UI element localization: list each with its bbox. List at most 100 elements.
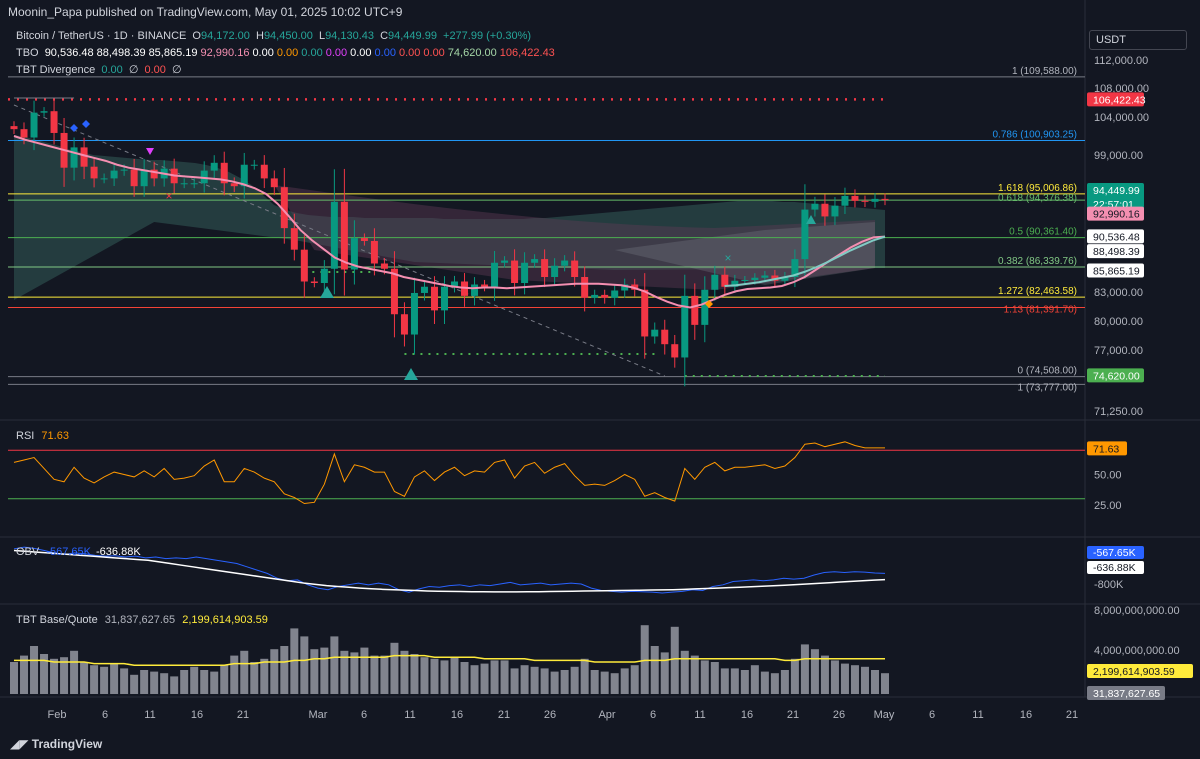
candle-body (310, 281, 318, 283)
tbt-div-label[interactable]: TBT Divergence (16, 64, 96, 76)
price-tick-label: 112,000.00 (1094, 55, 1148, 67)
price-badge (1087, 368, 1144, 383)
volume-bar (620, 668, 629, 694)
open-label: O (192, 30, 201, 42)
candle-body (380, 263, 388, 269)
volume-bar (270, 649, 279, 694)
candle-body (511, 260, 519, 283)
obv-label[interactable]: OBV (16, 546, 40, 558)
price-badge-text: 85,865.19 (1093, 266, 1140, 278)
volume-bar (770, 673, 779, 694)
high-value: 94,450.00 (263, 30, 313, 42)
rsi-label[interactable]: RSI (16, 430, 35, 442)
x-tick-label: 21 (237, 709, 249, 721)
tbt-bq-label[interactable]: TBT Base/Quote (16, 614, 98, 626)
volume-bar (450, 657, 459, 694)
candle-body (681, 295, 689, 358)
volume-bar (710, 662, 719, 694)
fib-label: 0.786 (100,903.25) (992, 130, 1077, 141)
rsi-pane-label: RSI 71.63 (16, 430, 69, 442)
price-tick-label: 99,000.00 (1094, 150, 1143, 162)
tbt-div-value-3: 0.00 (144, 64, 166, 76)
candle-body (561, 260, 569, 266)
volume-bar (680, 650, 689, 694)
volume-bar (60, 657, 69, 694)
high-label: H (255, 30, 264, 42)
candle-body (781, 277, 789, 281)
tbo-indicator-line: TBO 90,536.48 88,498.39 85,865.19 92,990.16… (16, 47, 558, 59)
diamond-marker-icon (82, 120, 90, 128)
candle-body (541, 259, 549, 277)
x-tick-label: 26 (544, 709, 556, 721)
volume-bar (310, 649, 319, 694)
buy-signal-icon (806, 215, 816, 224)
volume-bar (180, 670, 189, 694)
x-tick-label: 6 (102, 709, 108, 721)
x-tick-label: 11 (972, 709, 983, 721)
price-badge (1087, 183, 1144, 211)
volume-bar (420, 657, 429, 694)
candle-body (641, 289, 649, 337)
fib-label: 0.382 (86,339.76) (998, 256, 1077, 267)
publish-header: Moonin_Papa published on TradingView.com… (8, 5, 403, 19)
candle-body (340, 201, 348, 270)
tbo-value-5: 0.00 (252, 47, 274, 59)
candle-body (691, 295, 699, 325)
candle-body (711, 274, 719, 290)
volume-bar (720, 668, 729, 694)
obv-badge-1 (1087, 546, 1144, 559)
rsi-tick-label: 25.00 (1094, 500, 1122, 512)
volume-bar (80, 662, 89, 694)
candle-body (881, 198, 889, 200)
x-tick-label: Mar (309, 709, 328, 721)
candle-body (240, 164, 248, 187)
symbol-name[interactable]: Bitcoin / TetherUS · 1D · BINANCE (16, 30, 187, 42)
x-tick-label: Apr (598, 709, 615, 721)
tbo-value-11: 0.00 (398, 47, 421, 59)
ma-line-teal (724, 235, 886, 287)
candle-body (581, 277, 589, 298)
volume-bar (600, 671, 609, 694)
tradingview-logo[interactable]: ◢◤ TradingView (10, 737, 102, 751)
candle-body (701, 289, 709, 325)
rsi-value: 71.63 (41, 430, 69, 442)
volume-bar (320, 647, 329, 694)
tbo-label[interactable]: TBO (16, 47, 39, 59)
candle-body (230, 183, 238, 187)
candle-body (190, 183, 198, 185)
x-tick-label: 21 (787, 709, 799, 721)
volume-bar (350, 652, 359, 694)
close-label: C (380, 30, 389, 42)
candle-body (120, 169, 128, 171)
volume-bar (660, 652, 669, 694)
sell-signal-icon (146, 148, 154, 155)
volume-bar (240, 650, 249, 694)
x-tick-label: 16 (1020, 709, 1032, 721)
candle-body (501, 260, 509, 263)
candle-body (591, 294, 599, 298)
volume-bar (340, 650, 349, 694)
candle-body (70, 147, 78, 168)
candle-body (370, 240, 378, 264)
candle-body (841, 195, 849, 206)
x-tick-label: Feb (48, 709, 67, 721)
candle-body (420, 286, 428, 293)
volume-bar (300, 636, 309, 694)
cloud-band-teal (14, 135, 885, 300)
volume-bar (640, 625, 649, 694)
x-tick-label: 11 (144, 709, 155, 721)
candle-body (330, 201, 338, 269)
volume-bar (670, 626, 679, 694)
volume-ma-line (14, 654, 885, 666)
candle-body (300, 249, 308, 282)
volume-bar (780, 670, 789, 694)
x-tick-label: 6 (650, 709, 656, 721)
volume-bar (280, 646, 289, 694)
candle-body (320, 268, 328, 283)
tbo-value-8: 0.00 (325, 47, 348, 59)
currency-selector[interactable]: USDT (1089, 30, 1187, 50)
candle-body (90, 166, 98, 179)
x-tick-label: 26 (833, 709, 845, 721)
obv-ma-line (13, 549, 886, 593)
